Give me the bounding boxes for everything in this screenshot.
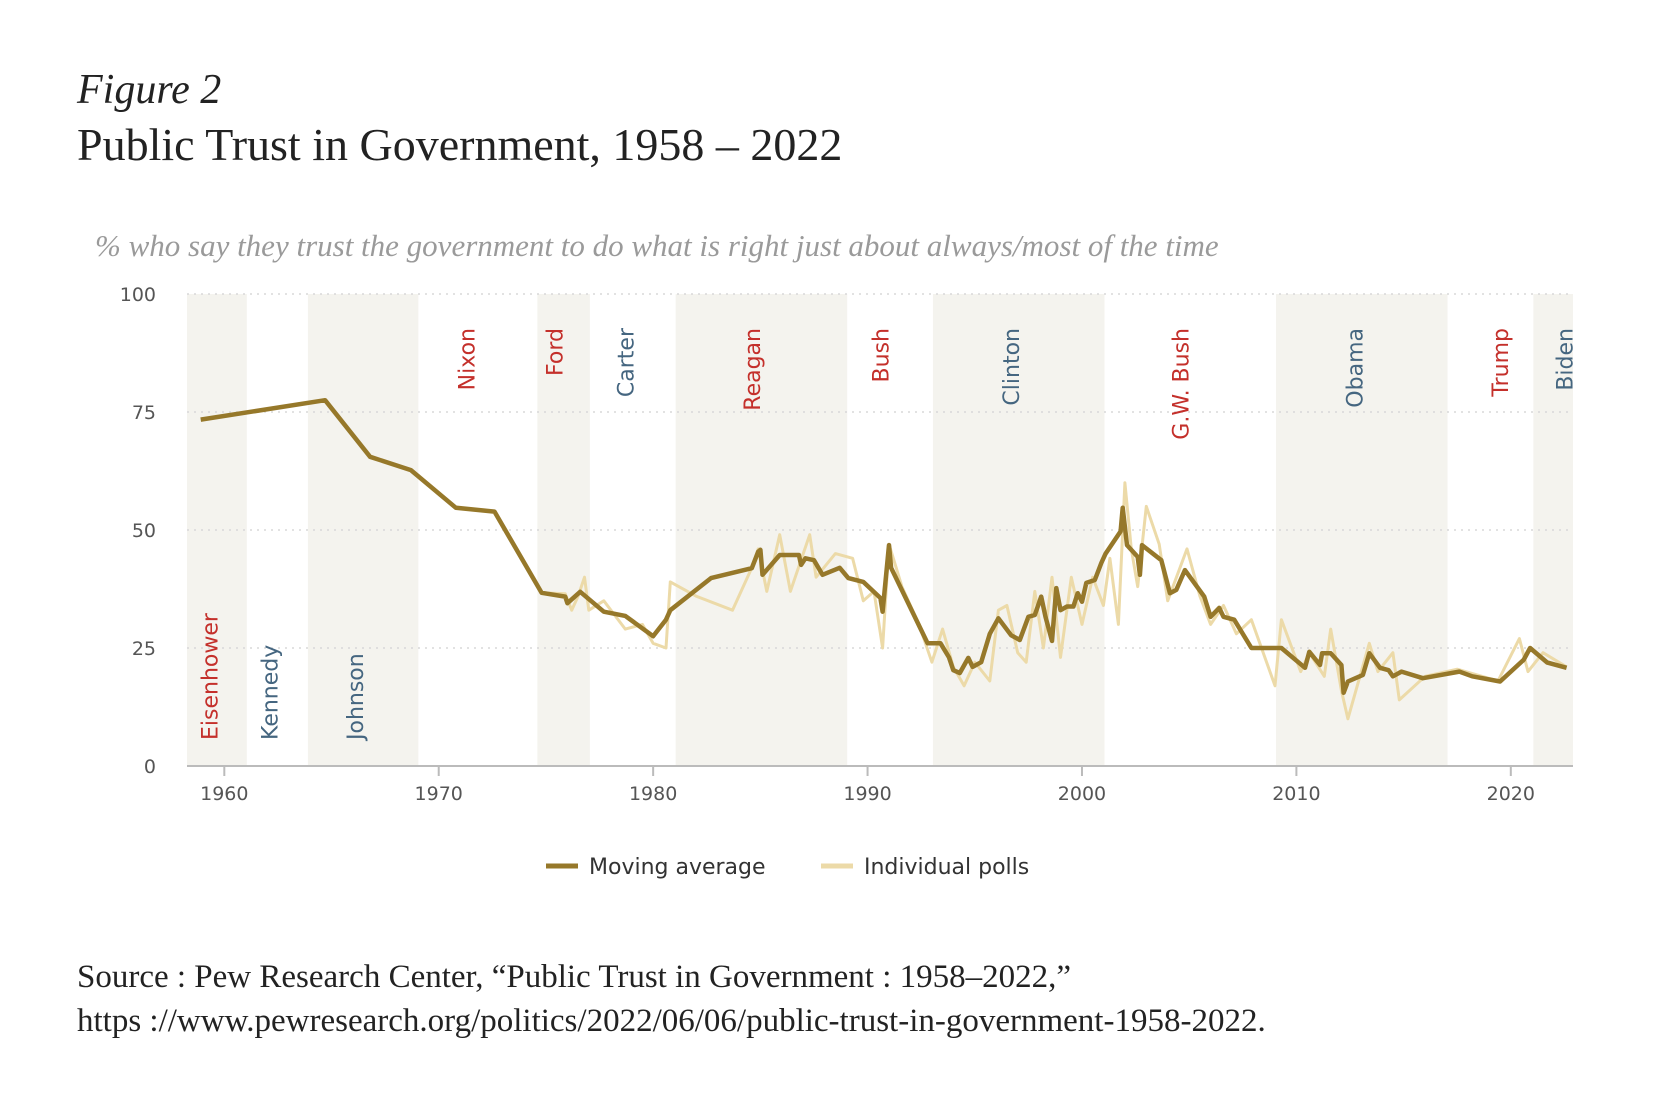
y-tick-label: 50: [132, 520, 156, 542]
y-tick-label: 0: [144, 756, 156, 778]
x-tick-label: 2020: [1487, 783, 1535, 805]
y-tick-label: 75: [132, 402, 156, 424]
president-label: Clinton: [1000, 328, 1025, 406]
legend-label-moving-average: Moving average: [589, 855, 766, 880]
y-tick-label: 100: [120, 284, 156, 306]
president-label: Trump: [1489, 328, 1514, 398]
president-label: Reagan: [741, 328, 766, 411]
figure-label: Figure 2: [77, 67, 222, 113]
president-label: Kennedy: [258, 645, 283, 740]
president-label: Biden: [1553, 328, 1578, 391]
president-label: Bush: [869, 328, 894, 382]
president-label: Nixon: [456, 328, 481, 390]
term-shade: [932, 294, 1105, 766]
chart-title: Public Trust in Government, 1958 – 2022: [77, 119, 843, 170]
x-tick-label: 1970: [415, 783, 463, 805]
x-tick-label: 2010: [1272, 783, 1320, 805]
moving-average-line: [200, 397, 1568, 696]
president-label: Carter: [614, 327, 639, 397]
individual-polls-line: [541, 481, 1568, 721]
president-label: Obama: [1343, 328, 1368, 408]
president-label: Eisenhower: [198, 612, 223, 740]
legend-label-individual-polls: Individual polls: [864, 855, 1029, 880]
x-tick-label: 1960: [200, 783, 248, 805]
term-shade: [537, 294, 590, 766]
y-tick-label: 25: [132, 638, 156, 660]
x-tick-label: 1990: [843, 783, 891, 805]
source-line-1: Source : Pew Research Center, “Public Tr…: [77, 959, 1072, 995]
term-shade: [1276, 294, 1448, 766]
source-note: Source : Pew Research Center, “Public Tr…: [77, 955, 1266, 1043]
chart-subtitle: % who say they trust the government to d…: [95, 228, 1219, 263]
x-tick-label: 1980: [629, 783, 677, 805]
source-url: https ://www.pewresearch.org/politics/20…: [77, 1003, 1266, 1039]
president-label: G.W. Bush: [1170, 328, 1195, 440]
president-label: Johnson: [344, 653, 369, 742]
x-tick-label: 2000: [1058, 783, 1106, 805]
president-label: Ford: [544, 328, 569, 376]
